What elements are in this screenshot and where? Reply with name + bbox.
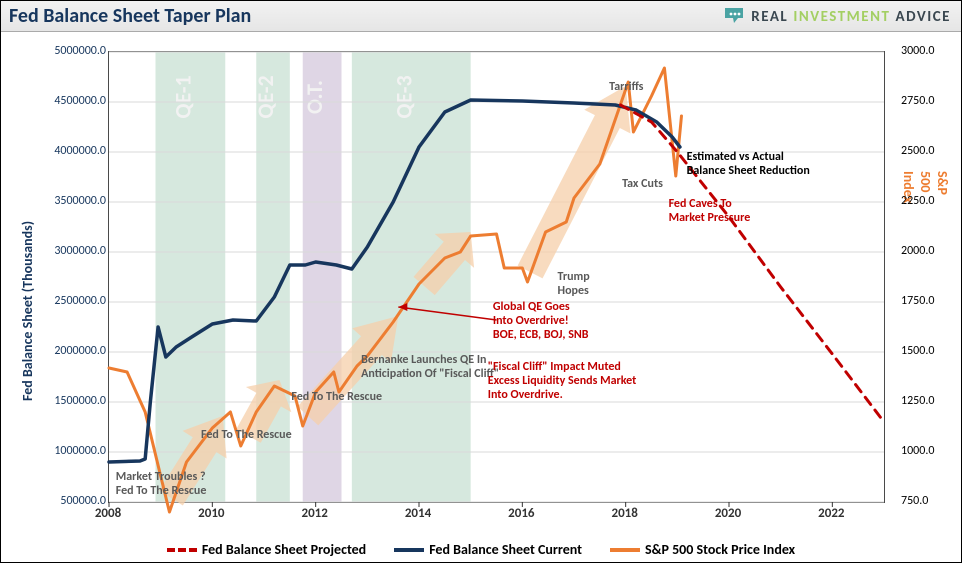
band-label-QE-2: QE-2 xyxy=(252,75,279,118)
y1-tick: 5000000.0 xyxy=(51,44,106,58)
brand-text: REAL INVESTMENT ADVICE xyxy=(751,7,951,26)
x-tick: 2014 xyxy=(405,506,431,521)
legend-label: Fed Balance Sheet Projected xyxy=(202,541,366,558)
y2-tick: 2750.0 xyxy=(901,94,951,108)
chart-container: Fed Balance Sheet Taper Plan REAL INVEST… xyxy=(0,0,962,563)
annotation: Estimated vs ActualBalance Sheet Reducti… xyxy=(687,151,810,179)
y1-tick: 4500000.0 xyxy=(51,94,106,108)
y2-tick: 1500.0 xyxy=(901,344,951,358)
y2-tick: 1250.0 xyxy=(901,394,951,408)
x-tick: 2012 xyxy=(301,506,327,521)
annotation: Fed To The Rescue xyxy=(291,391,382,405)
legend-item: Fed Balance Sheet Projected xyxy=(167,541,366,558)
y2-tick: 2250.0 xyxy=(901,194,951,208)
annotation: Market Troubles ?Fed To The Rescue xyxy=(116,471,207,499)
annotation: Fed Caves ToMarket Pressure xyxy=(669,198,751,226)
y1-tick: 3500000.0 xyxy=(51,194,106,208)
y2-tick: 2000.0 xyxy=(901,244,951,258)
y2-tick: 1750.0 xyxy=(901,294,951,308)
x-tick: 2008 xyxy=(95,506,121,521)
legend-label: S&P 500 Stock Price Index xyxy=(645,541,795,558)
y1-tick: 1500000.0 xyxy=(51,394,106,408)
y1-tick: 2500000.0 xyxy=(51,294,106,308)
annotation: Fed To The Rescue xyxy=(201,429,292,443)
y2-tick: 1000.0 xyxy=(901,444,951,458)
y2-tick: 2500.0 xyxy=(901,144,951,158)
legend-label: Fed Balance Sheet Current xyxy=(429,541,582,558)
x-tick: 2022 xyxy=(818,506,844,521)
legend-item: S&P 500 Stock Price Index xyxy=(610,541,795,558)
x-tick: 2020 xyxy=(715,506,741,521)
annotation: Tax Cuts xyxy=(622,178,663,192)
annotation: Tarriffs xyxy=(609,81,643,95)
band-label-QE-3: QE-3 xyxy=(390,75,417,118)
annotation: "Fiscal Cliff" Impact MutedExcess Liquid… xyxy=(488,361,637,402)
band-label-OT: O.T. xyxy=(301,80,328,114)
y1-axis-label: Fed Balance Sheet (Thousands) xyxy=(19,221,36,401)
chat-shield-icon xyxy=(723,6,745,26)
annotation: TrumpHopes xyxy=(558,271,590,299)
y2-tick: 750.0 xyxy=(901,494,951,508)
brand-logo: REAL INVESTMENT ADVICE xyxy=(723,6,951,26)
y1-tick: 4000000.0 xyxy=(51,144,106,158)
legend-swatch xyxy=(394,548,424,552)
chart-title: Fed Balance Sheet Taper Plan xyxy=(1,4,251,28)
x-tick: 2018 xyxy=(611,506,637,521)
legend-swatch xyxy=(610,548,640,552)
y1-tick: 2000000.0 xyxy=(51,344,106,358)
annotation: Global QE GoesInto Overdrive!BOE, ECB, B… xyxy=(493,301,589,342)
x-tick: 2010 xyxy=(198,506,224,521)
y1-tick: 3000000.0 xyxy=(51,244,106,258)
x-tick: 2016 xyxy=(508,506,534,521)
legend: Fed Balance Sheet Projected Fed Balance S… xyxy=(1,541,961,558)
annotation: Bernanke Launches QE InAnticipation Of "… xyxy=(361,354,499,382)
legend-item: Fed Balance Sheet Current xyxy=(394,541,582,558)
legend-swatch xyxy=(167,548,197,552)
band-label-QE-1: QE-1 xyxy=(169,75,196,118)
y1-tick: 1000000.0 xyxy=(51,444,106,458)
y2-tick: 3000.0 xyxy=(901,44,951,58)
